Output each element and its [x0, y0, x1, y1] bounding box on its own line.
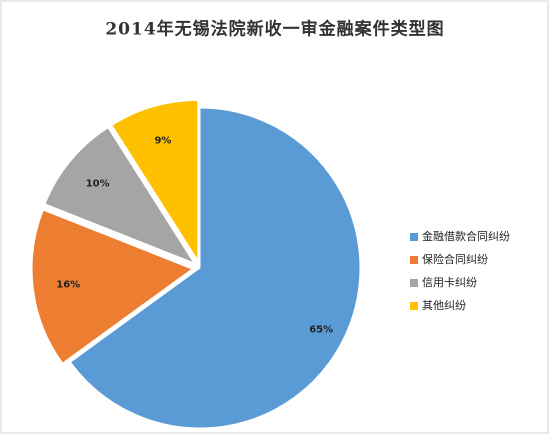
data-label: 9% — [154, 135, 171, 146]
pie-slice — [31, 209, 194, 364]
data-label: 16% — [56, 280, 80, 291]
legend-swatch — [410, 279, 418, 287]
chart-title: 2014年无锡法院新收一审金融案件类型图 — [105, 19, 444, 40]
legend-label: 其他纠纷 — [422, 299, 466, 312]
legend-swatch — [410, 256, 418, 264]
data-label: 10% — [86, 178, 110, 189]
pie-slice — [111, 99, 199, 263]
pie-slice — [69, 107, 361, 429]
pie-slice — [44, 127, 196, 264]
legend-label: 保险合同纠纷 — [422, 252, 488, 266]
legend-label: 金融借款合同纠纷 — [422, 229, 510, 243]
legend-label: 信用卡纠纷 — [422, 276, 477, 289]
legend-swatch — [410, 302, 418, 310]
data-label: 65% — [309, 325, 333, 336]
legend-swatch — [410, 233, 418, 241]
